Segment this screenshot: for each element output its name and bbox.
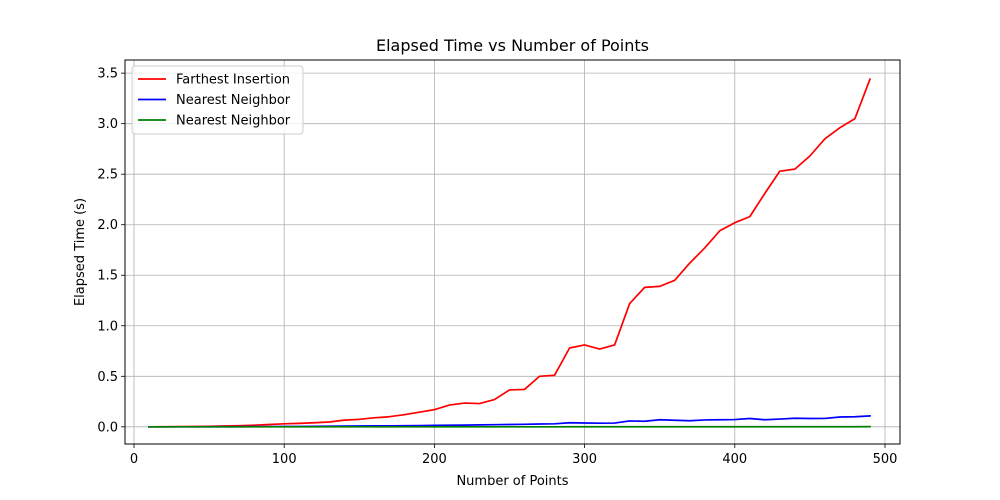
series-line-0 [148, 78, 872, 428]
x-axis-ticks: 0 100 200 300 400 500 [130, 444, 898, 467]
x-tick-label: 200 [422, 452, 447, 467]
y-axis-ticks: 0.0 0.5 1.0 1.5 2.0 2.5 3.0 3.5 [97, 67, 125, 435]
chart-title: Elapsed Time vs Number of Points [376, 36, 649, 55]
legend-box [131, 65, 304, 135]
y-tick-label: 1.0 [97, 319, 118, 334]
plot-frame [124, 59, 901, 445]
series-lines [148, 78, 872, 428]
legend-label-1: Nearest Neighbor [176, 93, 291, 108]
legend: Farthest Insertion Nearest Neighbor Neares… [131, 65, 304, 135]
legend-label-0: Farthest Insertion [176, 73, 290, 88]
x-tick-label: 100 [272, 452, 297, 467]
x-tick-label: 500 [873, 452, 898, 467]
grid-lines [125, 60, 900, 444]
y-tick-label: 2.5 [97, 168, 118, 183]
y-tick-label: 3.0 [97, 117, 118, 132]
legend-label-2: Nearest Neighbor [176, 114, 291, 129]
y-tick-label: 1.5 [97, 269, 118, 284]
x-tick-label: 300 [572, 452, 597, 467]
y-tick-label: 0.0 [97, 420, 118, 435]
y-tick-label: 0.5 [97, 370, 118, 385]
y-tick-label: 2.0 [97, 218, 118, 233]
y-tick-label: 3.5 [97, 67, 118, 82]
y-axis-label: Elapsed Time (s) [73, 198, 88, 306]
x-tick-label: 0 [130, 452, 138, 467]
x-axis-label: Number of Points [456, 474, 568, 489]
x-tick-label: 400 [722, 452, 747, 467]
